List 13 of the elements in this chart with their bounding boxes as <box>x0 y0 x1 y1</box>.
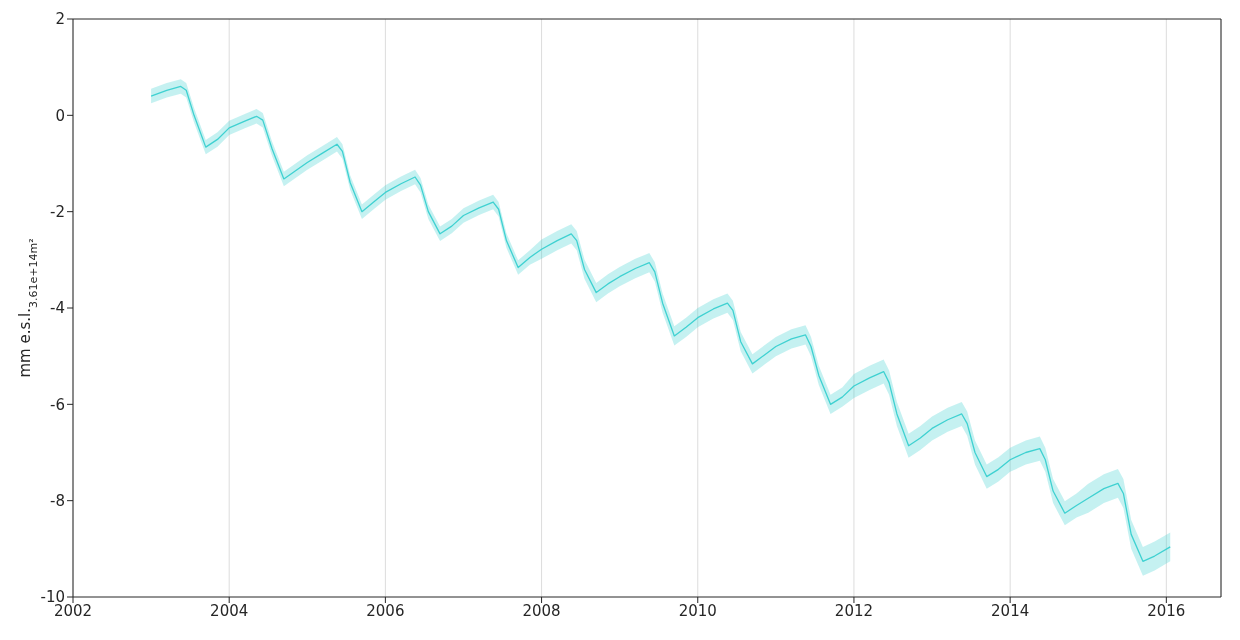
x-tick-label: 2006 <box>366 601 405 620</box>
y-tick-label: 2 <box>55 10 65 29</box>
x-tick-label: 2014 <box>991 601 1030 620</box>
x-tick-label: 2004 <box>210 601 249 620</box>
x-tick-label: 2016 <box>1147 601 1186 620</box>
y-tick-label: 0 <box>55 106 65 125</box>
x-tick-label: 2012 <box>834 601 874 620</box>
y-tick-label: -2 <box>50 202 65 221</box>
x-tick-label: 2010 <box>678 601 717 620</box>
y-tick-label: -4 <box>50 299 65 318</box>
x-tick-label: 2008 <box>522 601 561 620</box>
y-tick-label: -6 <box>50 395 65 414</box>
y-tick-label: -8 <box>50 491 65 510</box>
